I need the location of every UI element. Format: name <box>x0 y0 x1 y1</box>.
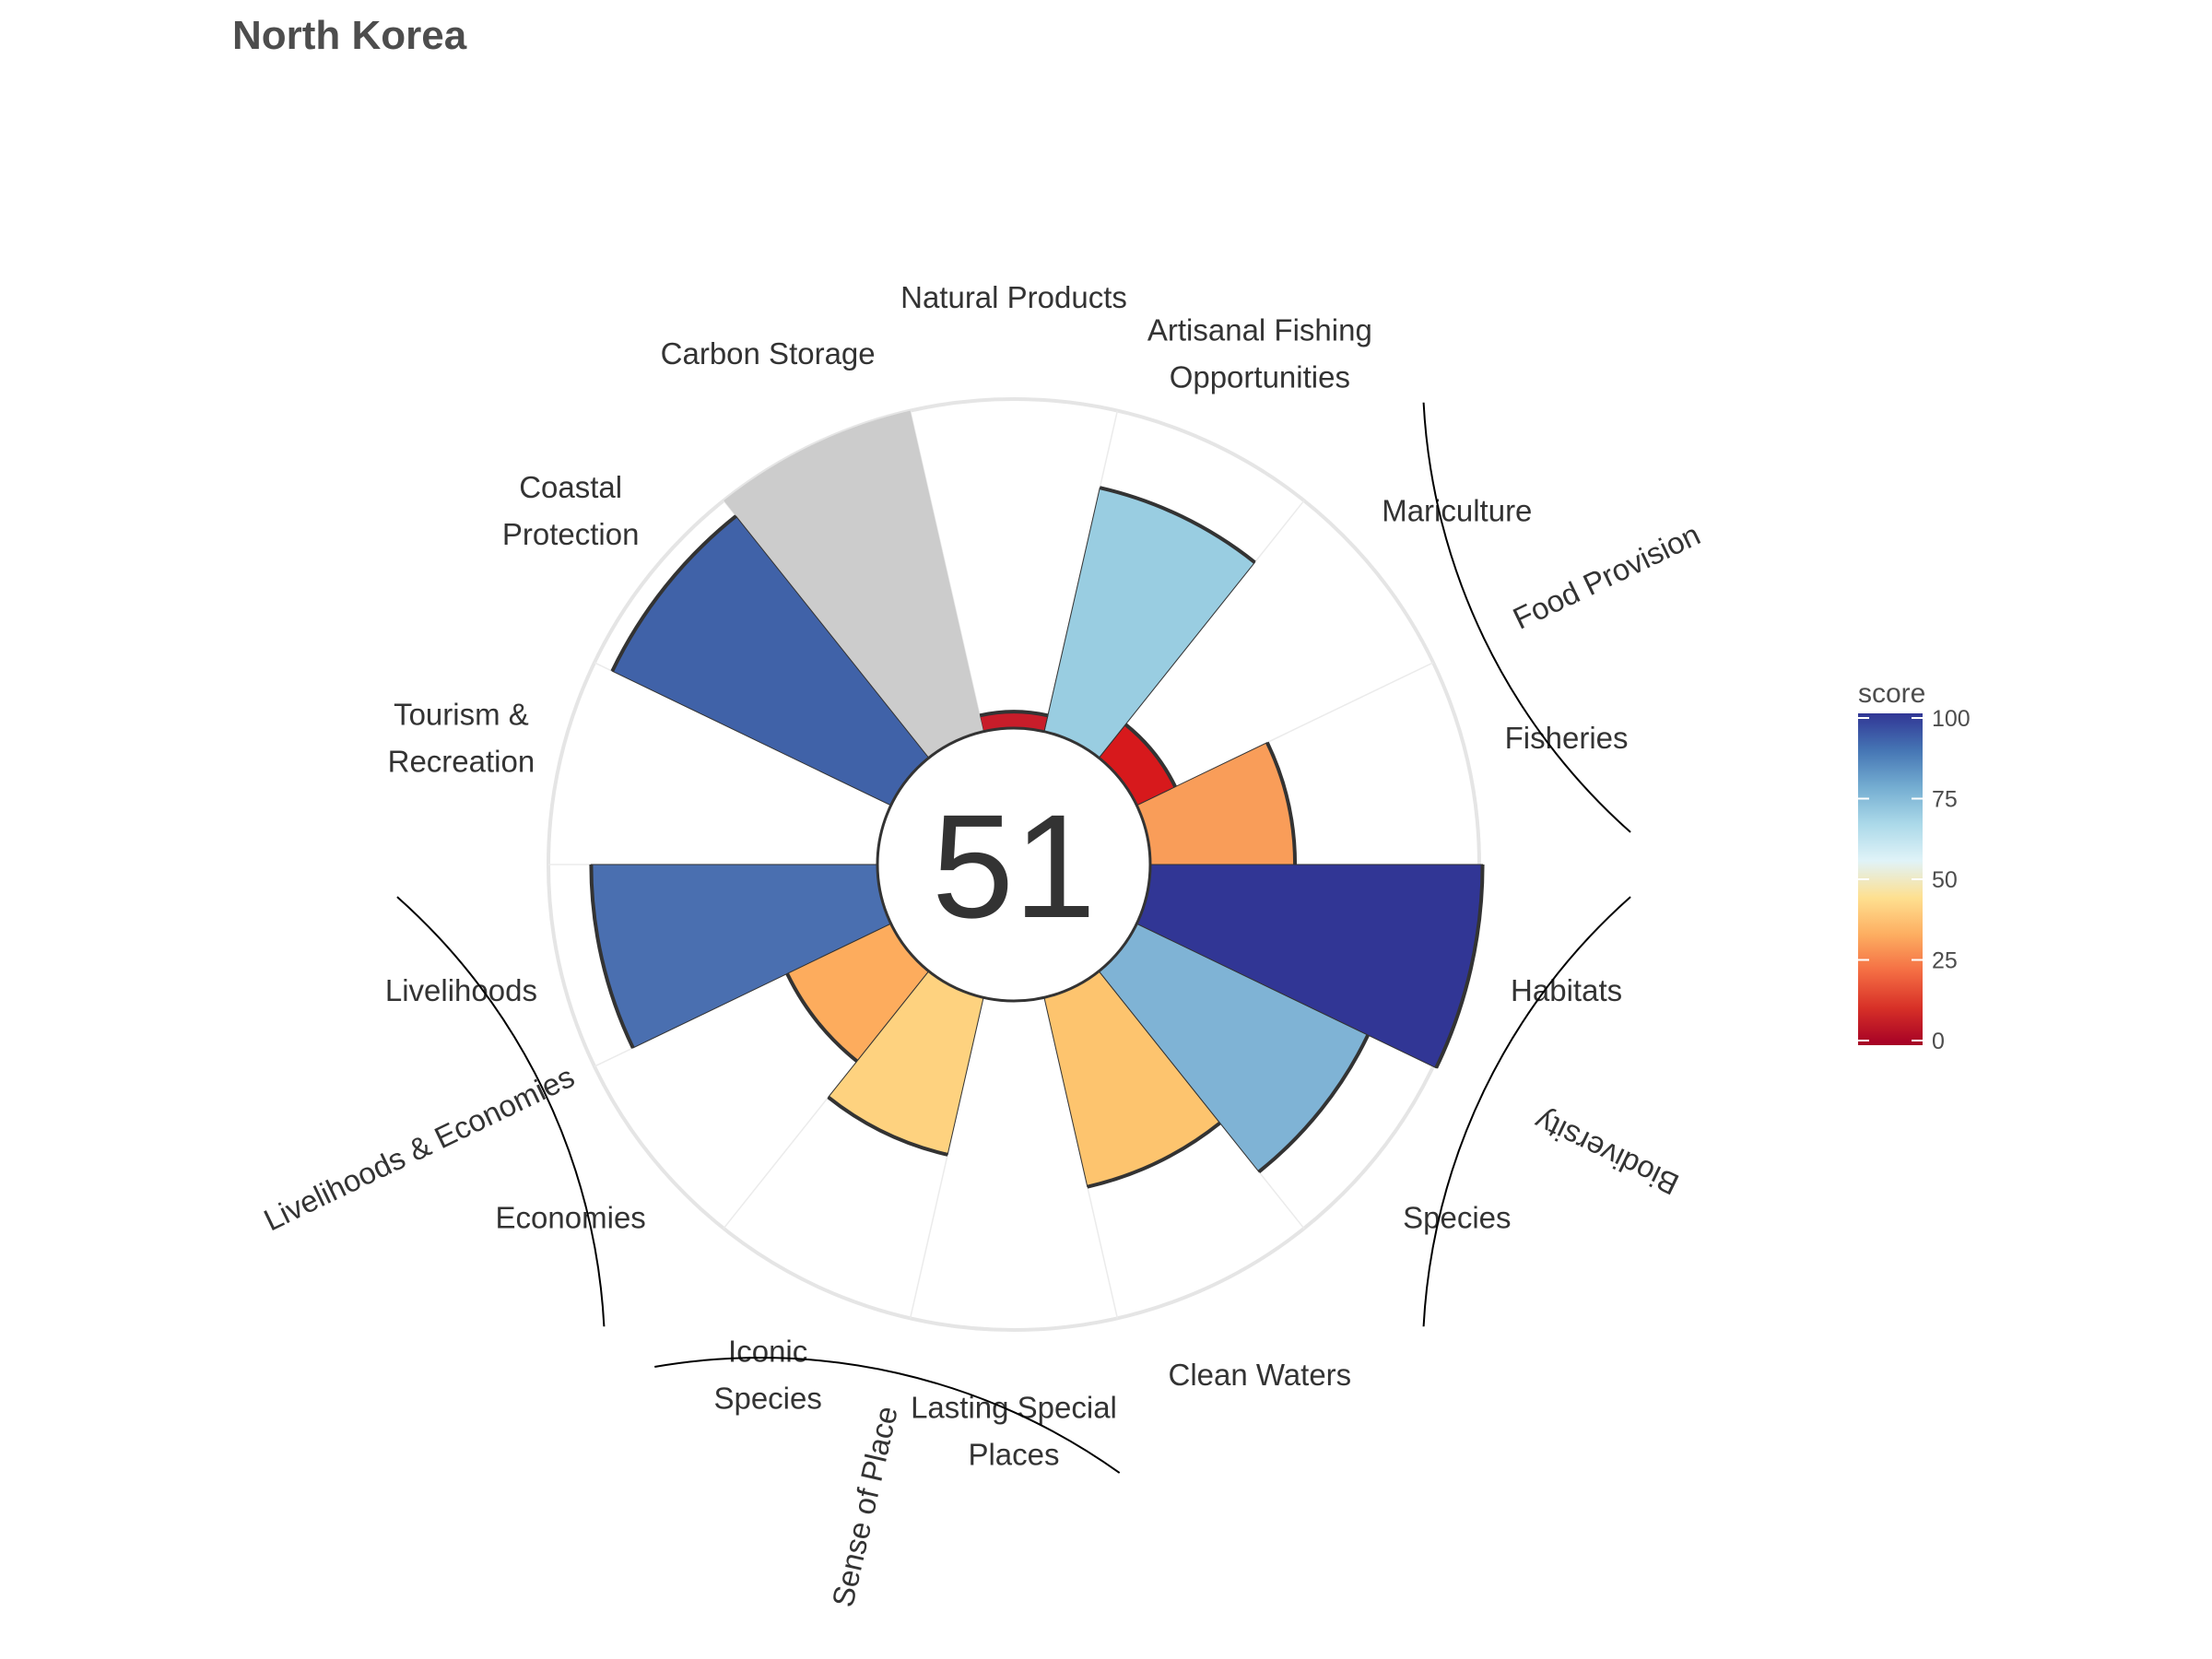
goal-label-fisheries: Fisheries <box>1505 721 1629 755</box>
petal-edge-artisanal-fishing-opportunities <box>1099 486 1256 564</box>
petal-edge-clean-waters <box>1087 1121 1221 1189</box>
petal-edge-mariculture <box>1124 723 1177 788</box>
goal-labels: Fisheries Mariculture Artisanal Fishing Opp… <box>385 280 1629 1472</box>
petal-edge-fisheries <box>1265 741 1298 865</box>
petal-edge-habitats <box>1434 864 1485 1069</box>
legend-tick-label: 75 <box>1932 787 1958 813</box>
overall-score: 51 <box>932 783 1096 948</box>
petals <box>589 410 1485 1189</box>
goal-label-coastal-protection: Coastal Protection <box>502 470 640 551</box>
goal-label-mariculture: Mariculture <box>1382 494 1532 528</box>
petal-carbon-storage <box>724 410 984 759</box>
legend-title: score <box>1858 678 1925 709</box>
goal-label-tourism-and-recreation: Tourism & Recreation <box>388 698 535 779</box>
chart-title: North Korea <box>232 13 467 58</box>
goal-label-lasting-special-places: Lasting Special Places <box>911 1391 1117 1472</box>
petal-edge-species <box>1257 1034 1371 1173</box>
petal-edge-livelihoods <box>589 864 635 1049</box>
goal-label-carbon-storage: Carbon Storage <box>661 336 876 371</box>
group-label-biodiversity: Biodiversity <box>1529 1103 1685 1202</box>
goal-label-economies: Economies <box>496 1200 646 1234</box>
petal-edge-iconic-species <box>827 1095 948 1157</box>
group-arc-sense-of-place <box>654 1357 1121 1474</box>
goal-label-livelihoods: Livelihoods <box>385 973 537 1007</box>
group-arc-food-provision <box>1422 402 1631 833</box>
center-circle <box>876 726 1152 1003</box>
goal-label-clean-waters: Clean Waters <box>1168 1358 1351 1392</box>
group-arc-livelihoods-and-economies <box>396 896 606 1327</box>
legend-tick-label: 50 <box>1932 867 1958 893</box>
legend: score 0 25 50 75 100 <box>1858 678 1971 1054</box>
legend-tick-label: 100 <box>1932 706 1971 732</box>
goal-label-natural-products: Natural Products <box>900 280 1127 314</box>
goal-label-artisanal-fishing-opportunities: Artisanal Fishing Opportunities <box>1147 312 1372 394</box>
legend-tick-label: 0 <box>1932 1029 1945 1054</box>
group-label-food-provision: Food Provision <box>1508 517 1705 636</box>
goal-label-habitats: Habitats <box>1511 973 1622 1007</box>
goal-label-species: Species <box>1403 1200 1511 1234</box>
petal-edge-economies <box>785 972 859 1063</box>
group-arc-biodiversity <box>1422 896 1631 1327</box>
petal-edge-coastal-protection <box>610 514 737 673</box>
petal-edge-natural-products <box>979 710 1049 718</box>
legend-tick-label: 25 <box>1932 948 1958 974</box>
goal-label-iconic-species: Iconic Species <box>713 1335 821 1416</box>
group-label-sense-of-place: Sense of Place <box>825 1403 903 1610</box>
